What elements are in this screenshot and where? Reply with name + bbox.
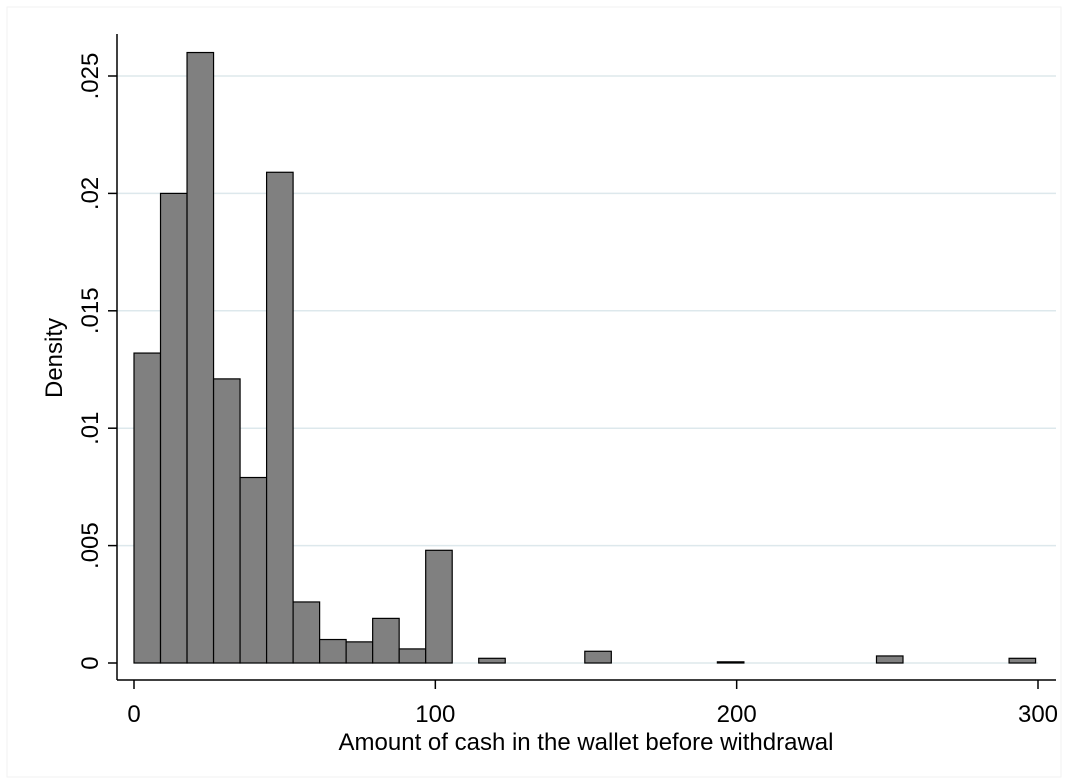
y-tick-label: .025: [77, 53, 104, 100]
histogram-bar: [584, 650, 612, 664]
y-axis-title: Density: [41, 318, 68, 398]
histogram-bar: [1008, 657, 1037, 664]
bars: [133, 51, 1037, 664]
y-tick-label: .02: [77, 177, 104, 210]
y-tick-label: .015: [77, 287, 104, 334]
histogram-bar: [398, 648, 427, 664]
chart-frame: [6, 6, 1062, 778]
histogram-bar: [133, 352, 162, 664]
histogram-bar: [345, 641, 374, 664]
histogram-bar: [239, 476, 268, 664]
y-tick-label: .005: [77, 522, 104, 569]
histogram-bar: [265, 171, 294, 664]
histogram-bar: [372, 617, 400, 664]
y-tick-label: .01: [77, 412, 104, 445]
histogram-bar: [159, 192, 188, 664]
histogram-bar: [186, 51, 215, 664]
ticks: 0 .005 .01 .015 .02 .025 0 100 200 300: [77, 53, 1058, 728]
histogram-bar: [212, 378, 241, 664]
x-tick-label: 200: [717, 701, 757, 728]
x-tick-label: 0: [127, 701, 140, 728]
histogram-bar: [292, 601, 321, 664]
axes: [116, 34, 1056, 681]
histogram-bar: [478, 657, 506, 664]
histogram-bar: [716, 661, 745, 664]
x-tick-label: 300: [1018, 701, 1058, 728]
x-tick-label: 100: [415, 701, 455, 728]
x-axis-title: Amount of cash in the wallet before with…: [339, 729, 834, 756]
histogram-bar: [425, 549, 453, 664]
histogram-bar: [875, 655, 904, 664]
y-tick-label: 0: [77, 656, 104, 669]
histogram-bar: [319, 638, 347, 664]
